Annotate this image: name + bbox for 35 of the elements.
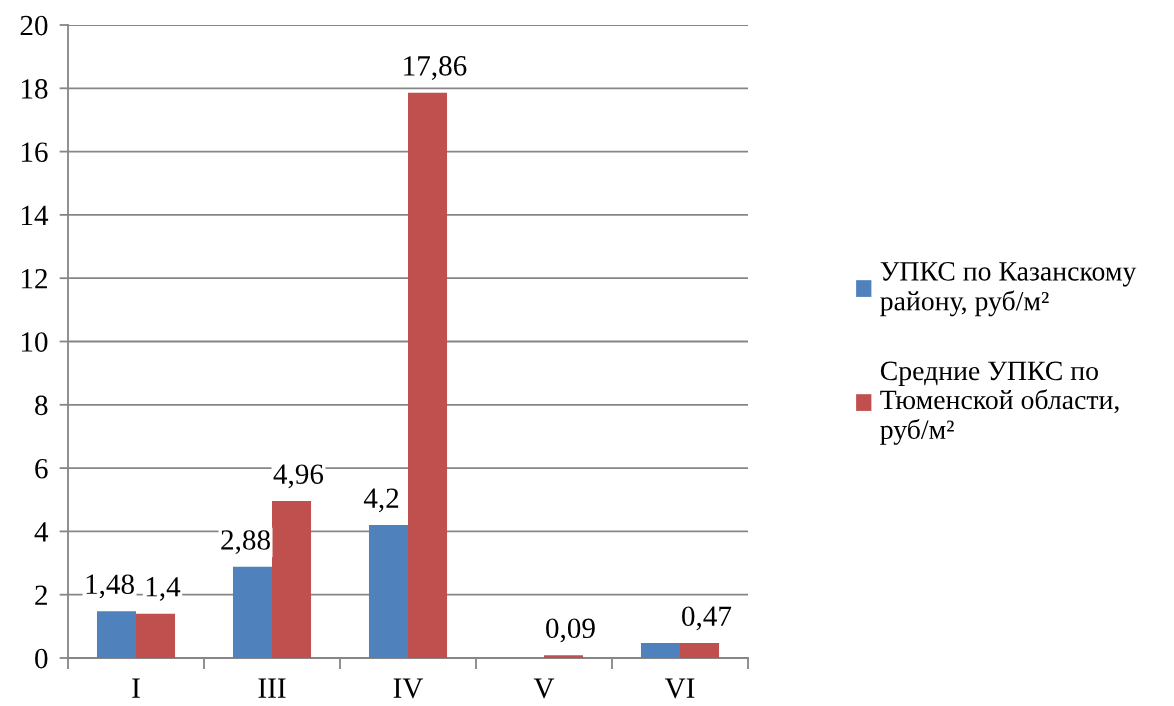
y-tick-label: 2 xyxy=(35,585,47,605)
data-label: 0,09 xyxy=(546,618,595,643)
x-tick-label: III xyxy=(258,678,286,698)
data-label: 4,96 xyxy=(273,464,324,489)
bar xyxy=(272,501,312,658)
x-tick-label: V xyxy=(533,678,555,699)
data-label: 2,88 xyxy=(221,530,270,555)
bar xyxy=(232,566,272,658)
data-label: 1,48 xyxy=(86,574,134,599)
data-label: 0,47 xyxy=(682,606,732,631)
data-label: 17,86 xyxy=(404,56,467,80)
y-tick-label: 12 xyxy=(21,269,47,289)
y-tick-label: 20 xyxy=(20,15,48,36)
bar xyxy=(544,655,584,658)
y-tick-label: 6 xyxy=(35,458,48,479)
x-tick-label: VI xyxy=(664,678,695,699)
bar xyxy=(408,92,448,658)
data-label: 4,2 xyxy=(363,488,399,513)
y-tick-label: 16 xyxy=(21,142,48,163)
y-tick-label: 8 xyxy=(35,395,48,416)
bar xyxy=(136,613,176,658)
y-tick-label: 18 xyxy=(21,79,48,99)
legend-label: УПКС по Казанскому району, руб/м² xyxy=(880,262,1137,317)
bar xyxy=(368,525,408,658)
data-label: 1,4 xyxy=(146,577,181,601)
y-tick-label: 4 xyxy=(34,522,49,542)
y-tick-label: 14 xyxy=(21,205,49,226)
x-tick-label: IV xyxy=(393,678,424,699)
bar xyxy=(96,611,136,658)
y-tick-label: 0 xyxy=(35,648,48,669)
x-tick-label: I xyxy=(132,678,140,698)
bar xyxy=(680,643,720,658)
legend-label: Средние УПКС по Тюменской области, руб/м² xyxy=(880,361,1119,445)
bar xyxy=(640,643,680,658)
y-tick-label: 10 xyxy=(21,332,48,352)
